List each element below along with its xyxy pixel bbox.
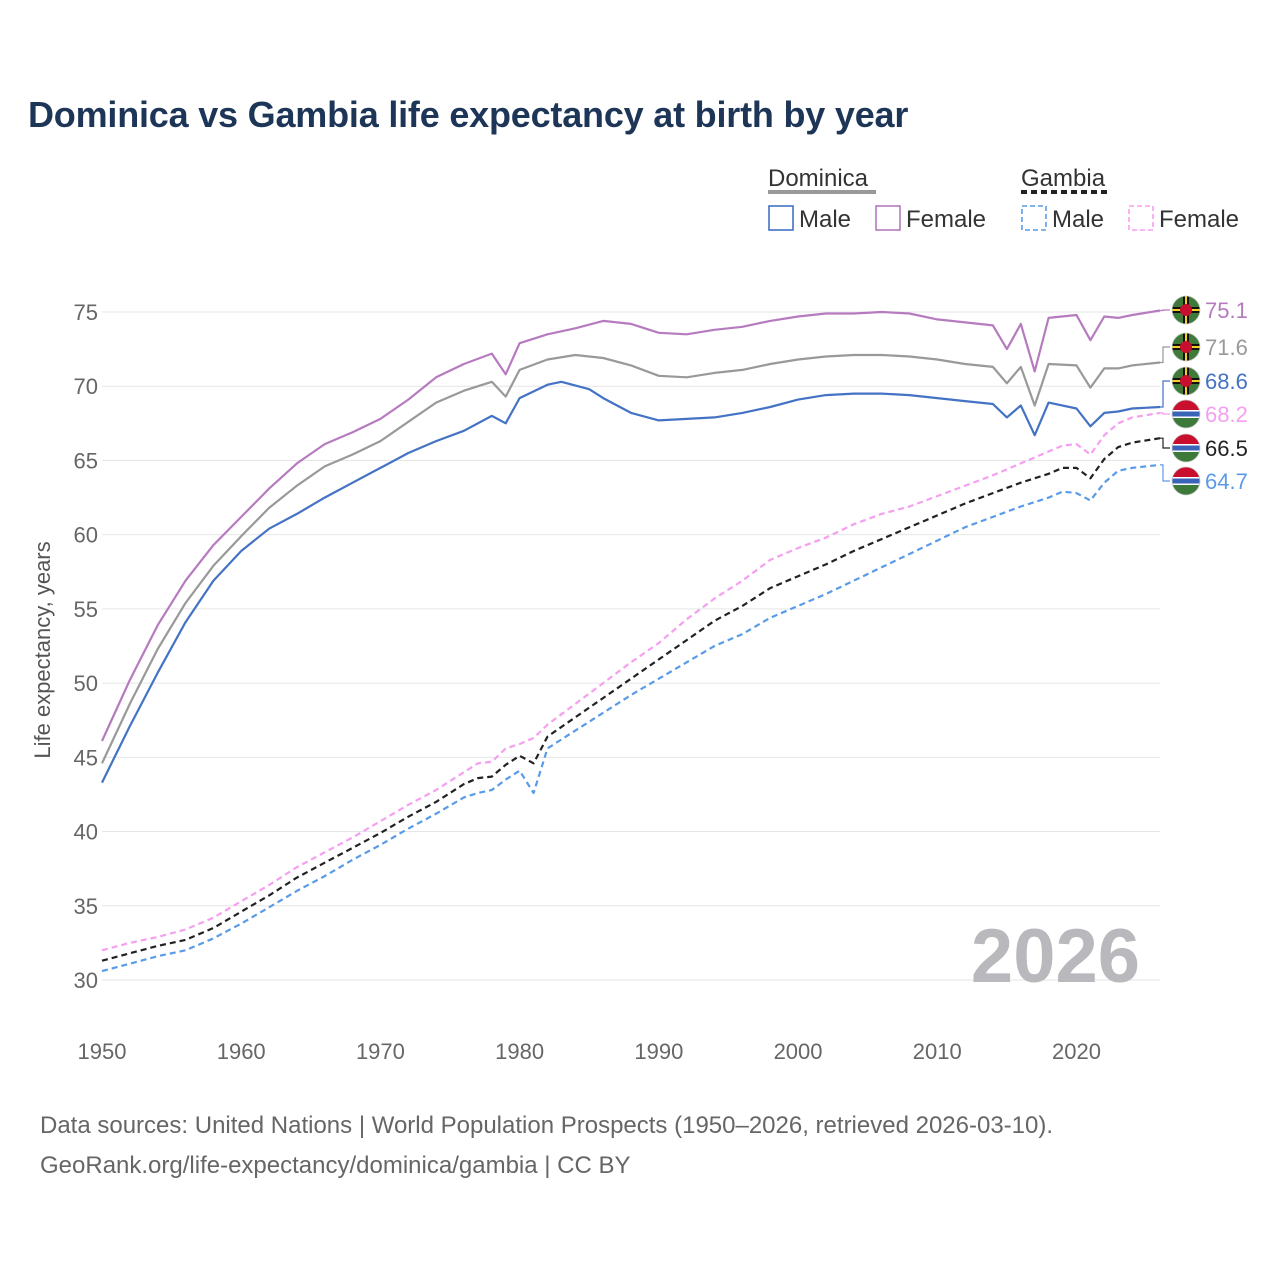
grid-lines (102, 311, 1160, 981)
end-value-label: 75.1 (1205, 298, 1248, 323)
x-tick-label: 2020 (1052, 1039, 1101, 1064)
end-label-connector (1160, 380, 1170, 408)
year-watermark: 2026 (971, 914, 1140, 999)
chart-title: Dominica vs Gambia life expectancy at bi… (28, 94, 909, 135)
series-lines (100, 309, 1161, 973)
y-tick-label: 60 (74, 523, 98, 548)
legend-gambia-male-swatch[interactable] (1021, 205, 1047, 231)
end-label-connector (1160, 437, 1170, 449)
data-source-note: Data sources: United Nations | World Pop… (40, 1106, 1053, 1186)
end-label-connector (1160, 412, 1170, 415)
dominica-flag-icon (1171, 295, 1201, 325)
legend-group-dominica: Dominica (768, 165, 869, 192)
y-tick-label: 30 (74, 968, 98, 993)
y-tick-label: 55 (74, 597, 98, 622)
end-label-connector (1160, 464, 1170, 482)
series-line-dominica-female[interactable] (100, 309, 1161, 742)
series-line-dominica-total[interactable] (101, 353, 1161, 764)
x-tick-label: 1980 (495, 1039, 544, 1064)
legend-dominica-female-label[interactable]: Female (906, 206, 986, 233)
series-line-gambia-female[interactable] (101, 411, 1161, 952)
y-tick-label: 45 (74, 745, 98, 770)
legend-dominica-male-label[interactable]: Male (799, 206, 851, 233)
end-value-label: 66.5 (1205, 436, 1248, 461)
x-tick-label: 1960 (217, 1039, 266, 1064)
y-tick-label: 75 (74, 300, 98, 325)
x-tick-label: 1970 (356, 1039, 405, 1064)
source-line-1: Data sources: United Nations | World Pop… (40, 1112, 1054, 1139)
y-axis-title: Life expectancy, years (30, 541, 55, 758)
x-tick-label: 1950 (78, 1039, 127, 1064)
legend-dominica-female-swatch[interactable] (875, 205, 901, 231)
y-tick-label: 40 (74, 820, 98, 845)
legend-dominica-male-swatch[interactable] (768, 205, 794, 231)
legend-gambia-female-swatch[interactable] (1128, 205, 1154, 231)
y-tick-label: 50 (74, 671, 98, 696)
line-chart: 30 35 40 45 50 55 60 65 70 75 1950 1960 1970 1980 199… (30, 165, 1248, 1064)
gambia-flag-icon (1171, 433, 1201, 463)
legend-group-gambia: Gambia (1021, 165, 1106, 192)
end-value-label: 64.7 (1205, 469, 1248, 494)
end-label-connector (1160, 346, 1170, 364)
end-value-label: 71.6 (1205, 335, 1248, 360)
x-tick-label: 2000 (774, 1039, 823, 1064)
series-line-gambia-total[interactable] (101, 437, 1161, 962)
end-label-connector (1160, 309, 1170, 312)
dominica-flag-icon (1171, 332, 1201, 362)
gambia-flag-icon (1171, 399, 1201, 429)
source-line-2[interactable]: GeoRank.org/life-expectancy/dominica/gam… (40, 1152, 631, 1179)
legend[interactable]: Dominica Male Female Gambia Male Female (768, 165, 1239, 233)
legend-gambia-female-label[interactable]: Female (1159, 206, 1239, 233)
y-tick-label: 35 (74, 894, 98, 919)
x-tick-label: 2010 (913, 1039, 962, 1064)
series-line-dominica-male[interactable] (101, 380, 1161, 784)
end-labels: 75.1 71.6 68.6 68.2 66.5 64.7 (1160, 295, 1248, 496)
y-axis: 30 35 40 45 50 55 60 65 70 75 (74, 300, 98, 993)
x-tick-label: 1990 (634, 1039, 683, 1064)
legend-gambia-male-label[interactable]: Male (1052, 206, 1104, 233)
dominica-flag-icon (1171, 366, 1201, 396)
series-line-gambia-male[interactable] (101, 463, 1161, 973)
end-value-label: 68.2 (1205, 402, 1248, 427)
y-tick-label: 65 (74, 448, 98, 473)
gambia-flag-icon (1171, 466, 1201, 496)
end-value-label: 68.6 (1205, 369, 1248, 394)
x-axis: 1950 1960 1970 1980 1990 2000 2010 2020 (78, 1039, 1101, 1064)
y-tick-label: 70 (74, 374, 98, 399)
